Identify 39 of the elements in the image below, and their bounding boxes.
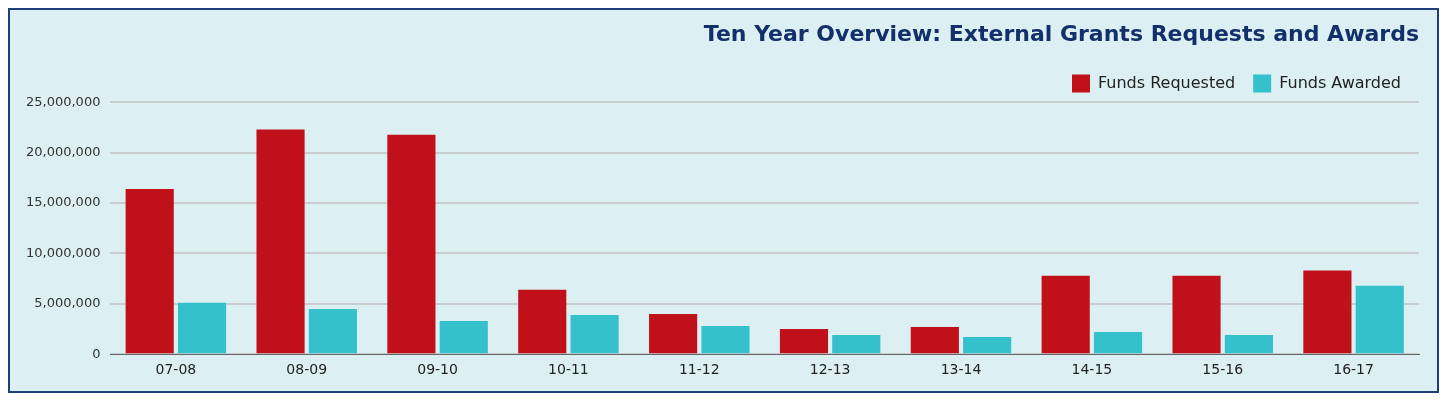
x-tick-label: 12-13 (809, 361, 851, 378)
bar (125, 189, 174, 354)
x-tick-label: 16-17 (1333, 361, 1374, 378)
y-tick-label: 10,000,000 (26, 244, 101, 260)
legend-label: Funds Requested (1097, 72, 1236, 92)
bar (387, 134, 436, 354)
chart-title: Ten Year Overview: External Grants Requests and Awards (703, 20, 1419, 46)
y-tick-label: 20,000,000 (26, 144, 101, 160)
bar (1355, 285, 1404, 354)
y-tick-label: 0 (92, 345, 101, 361)
bar (649, 313, 698, 354)
bar (963, 337, 1012, 354)
x-tick-label: 15-16 (1202, 361, 1244, 378)
bar (1303, 270, 1352, 354)
y-tick-label: 15,000,000 (26, 194, 101, 210)
bar (1041, 275, 1090, 354)
bar (1093, 332, 1143, 354)
x-tick-label: 13-14 (940, 361, 982, 378)
bar (832, 335, 881, 354)
bar (1172, 275, 1221, 354)
bar (256, 129, 305, 354)
x-tick-label: 09-10 (417, 361, 458, 378)
x-tick-label: 11-12 (678, 361, 720, 378)
bar (779, 329, 829, 354)
bar (518, 289, 567, 354)
bar (1224, 335, 1273, 354)
bar (439, 320, 488, 354)
x-tick-label: 08-09 (286, 361, 328, 378)
y-tick-label: 25,000,000 (26, 93, 101, 109)
bar (701, 326, 750, 354)
bar (570, 314, 619, 354)
y-tick-label: 5,000,000 (34, 295, 101, 311)
x-tick-label: 14-15 (1071, 361, 1113, 378)
bar (308, 308, 357, 354)
bar (177, 302, 227, 354)
bar (910, 327, 959, 354)
x-tick-label: 07-08 (155, 361, 197, 378)
legend-label: Funds Awarded (1279, 72, 1401, 92)
x-tick-label: 10-11 (548, 361, 589, 378)
